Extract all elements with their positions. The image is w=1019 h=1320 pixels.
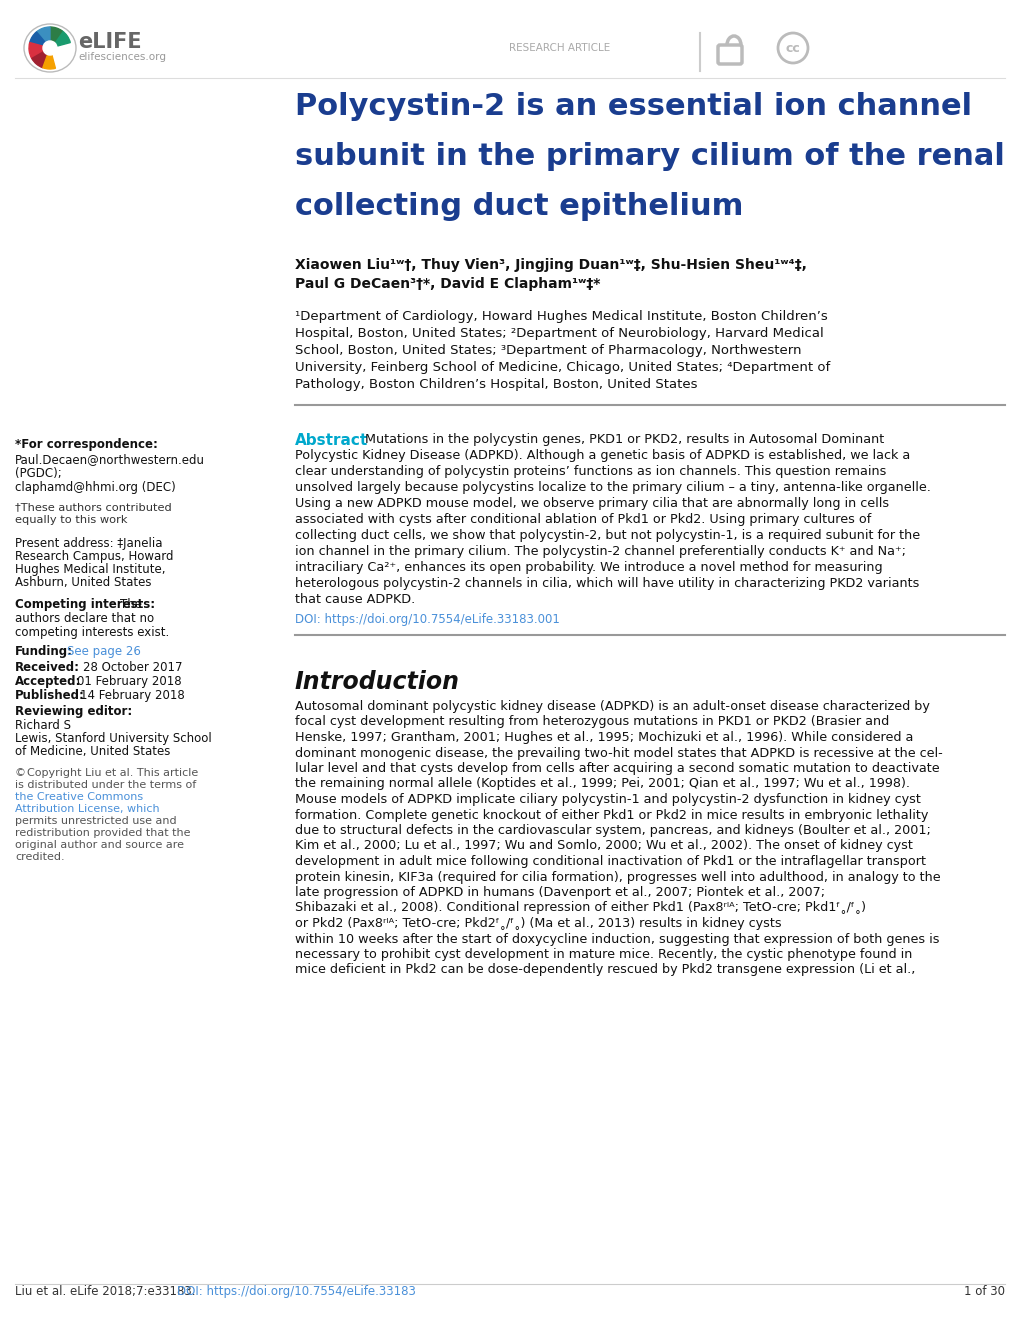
Text: subunit in the primary cilium of the renal: subunit in the primary cilium of the ren… xyxy=(294,143,1004,172)
Text: Competing interests:: Competing interests: xyxy=(15,598,155,611)
Text: clear understanding of polycystin proteins’ functions as ion channels. This ques: clear understanding of polycystin protei… xyxy=(294,465,886,478)
Text: associated with cysts after conditional ablation of Pkd1 or Pkd2. Using primary : associated with cysts after conditional … xyxy=(294,513,870,525)
Text: Shibazaki et al., 2008). Conditional repression of either Pkd1 (Pax8ʳᴵᴬ; TetO-cr: Shibazaki et al., 2008). Conditional rep… xyxy=(294,902,865,915)
Text: Introduction: Introduction xyxy=(294,671,460,694)
Ellipse shape xyxy=(24,24,76,73)
Circle shape xyxy=(43,41,57,55)
Text: Polycystin-2 is an essential ion channel: Polycystin-2 is an essential ion channel xyxy=(294,92,971,121)
Text: ©: © xyxy=(15,768,25,777)
Text: Autosomal dominant polycystic kidney disease (ADPKD) is an adult-onset disease c: Autosomal dominant polycystic kidney dis… xyxy=(294,700,929,713)
Text: Hughes Medical Institute,: Hughes Medical Institute, xyxy=(15,564,165,576)
Text: Present address: ‡Janelia: Present address: ‡Janelia xyxy=(15,537,162,550)
Wedge shape xyxy=(50,26,62,48)
Text: protein kinesin, KIF3a (required for cilia formation), progresses well into adul: protein kinesin, KIF3a (required for cil… xyxy=(294,870,940,883)
Text: necessary to prohibit cyst development in mature mice. Recently, the cystic phen: necessary to prohibit cyst development i… xyxy=(294,948,911,961)
Wedge shape xyxy=(37,26,50,48)
Text: of Medicine, United States: of Medicine, United States xyxy=(15,744,170,758)
Text: Pathology, Boston Children’s Hospital, Boston, United States: Pathology, Boston Children’s Hospital, B… xyxy=(294,378,697,391)
Text: that cause ADPKD.: that cause ADPKD. xyxy=(294,593,415,606)
Text: Kim et al., 2000; Lu et al., 1997; Wu and Somlo, 2000; Wu et al., 2002). The ons: Kim et al., 2000; Lu et al., 1997; Wu an… xyxy=(294,840,912,853)
Text: Copyright Liu et al. This article: Copyright Liu et al. This article xyxy=(26,768,198,777)
Wedge shape xyxy=(29,42,50,58)
Text: equally to this work: equally to this work xyxy=(15,515,127,525)
Text: DOI: https://doi.org/10.7554/eLife.33183.001: DOI: https://doi.org/10.7554/eLife.33183… xyxy=(294,612,559,626)
Text: Lewis, Stanford University School: Lewis, Stanford University School xyxy=(15,733,212,744)
Text: competing interests exist.: competing interests exist. xyxy=(15,626,169,639)
Text: credited.: credited. xyxy=(15,851,64,862)
Text: within 10 weeks after the start of doxycycline induction, suggesting that expres: within 10 weeks after the start of doxyc… xyxy=(294,932,938,945)
Text: Richard S: Richard S xyxy=(15,719,71,733)
Text: due to structural defects in the cardiovascular system, pancreas, and kidneys (B: due to structural defects in the cardiov… xyxy=(294,824,930,837)
Text: collecting duct epithelium: collecting duct epithelium xyxy=(294,191,743,220)
Text: DOI: https://doi.org/10.7554/eLife.33183: DOI: https://doi.org/10.7554/eLife.33183 xyxy=(176,1284,415,1298)
Text: original author and source are: original author and source are xyxy=(15,840,183,850)
Text: Research Campus, Howard: Research Campus, Howard xyxy=(15,550,173,564)
Text: Ashburn, United States: Ashburn, United States xyxy=(15,576,152,589)
Text: Paul.Decaen@northwestern.edu: Paul.Decaen@northwestern.edu xyxy=(15,453,205,466)
Text: (PGDC);: (PGDC); xyxy=(15,467,62,480)
Text: authors declare that no: authors declare that no xyxy=(15,612,154,624)
Text: the remaining normal allele (Koptides et al., 1999; Pei, 2001; Qian et al., 1997: the remaining normal allele (Koptides et… xyxy=(294,777,909,791)
Text: School, Boston, United States; ³Department of Pharmacology, Northwestern: School, Boston, United States; ³Departme… xyxy=(294,345,801,356)
Wedge shape xyxy=(30,32,50,48)
Text: †These authors contributed: †These authors contributed xyxy=(15,502,171,512)
Text: Published:: Published: xyxy=(15,689,85,702)
Text: heterologous polycystin-2 channels in cilia, which will have utility in characte: heterologous polycystin-2 channels in ci… xyxy=(294,577,918,590)
Text: 1 of 30: 1 of 30 xyxy=(963,1284,1004,1298)
Text: Accepted:: Accepted: xyxy=(15,675,82,688)
Text: University, Feinberg School of Medicine, Chicago, United States; ⁴Department of: University, Feinberg School of Medicine,… xyxy=(294,360,829,374)
Wedge shape xyxy=(32,48,50,67)
Wedge shape xyxy=(50,30,70,48)
Text: Polycystic Kidney Disease (ADPKD). Although a genetic basis of ADPKD is establis: Polycystic Kidney Disease (ADPKD). Altho… xyxy=(294,449,909,462)
Text: Hospital, Boston, United States; ²Department of Neurobiology, Harvard Medical: Hospital, Boston, United States; ²Depart… xyxy=(294,327,823,341)
Text: or Pkd2 (Pax8ʳᴵᴬ; TetO-cre; Pkd2ᶠ˳/ᶠ˳) (Ma et al., 2013) results in kidney cysts: or Pkd2 (Pax8ʳᴵᴬ; TetO-cre; Pkd2ᶠ˳/ᶠ˳) (… xyxy=(294,917,781,931)
Text: focal cyst development resulting from heterozygous mutations in PKD1 or PKD2 (Br: focal cyst development resulting from he… xyxy=(294,715,889,729)
Text: Abstract: Abstract xyxy=(294,433,368,447)
Text: Attribution License, which: Attribution License, which xyxy=(15,804,159,814)
Text: Funding:: Funding: xyxy=(15,645,73,657)
Text: elifesciences.org: elifesciences.org xyxy=(77,51,166,62)
Text: cc: cc xyxy=(785,41,800,54)
Text: ¹Department of Cardiology, Howard Hughes Medical Institute, Boston Children’s: ¹Department of Cardiology, Howard Hughes… xyxy=(294,310,827,323)
Text: *For correspondence:: *For correspondence: xyxy=(15,438,158,451)
Text: RESEARCH ARTICLE: RESEARCH ARTICLE xyxy=(508,44,610,53)
Text: Using a new ADPKD mouse model, we observe primary cilia that are abnormally long: Using a new ADPKD mouse model, we observ… xyxy=(294,498,889,510)
Text: See page 26: See page 26 xyxy=(67,645,141,657)
Text: Paul G DeCaen³†*, David E Clapham¹ʷ‡*: Paul G DeCaen³†*, David E Clapham¹ʷ‡* xyxy=(294,277,600,290)
Text: lular level and that cysts develop from cells after acquiring a second somatic m: lular level and that cysts develop from … xyxy=(294,762,938,775)
Text: permits unrestricted use and: permits unrestricted use and xyxy=(15,816,176,826)
Text: unsolved largely because polycystins localize to the primary cilium – a tiny, an: unsolved largely because polycystins loc… xyxy=(294,480,930,494)
Text: 01 February 2018: 01 February 2018 xyxy=(76,675,181,688)
Text: collecting duct cells, we show that polycystin-2, but not polycystin-1, is a req: collecting duct cells, we show that poly… xyxy=(294,529,919,543)
Text: Reviewing editor:: Reviewing editor: xyxy=(15,705,132,718)
Wedge shape xyxy=(43,48,55,69)
Text: redistribution provided that the: redistribution provided that the xyxy=(15,828,191,838)
Text: Mouse models of ADPKD implicate ciliary polycystin-1 and polycystin-2 dysfunctio: Mouse models of ADPKD implicate ciliary … xyxy=(294,793,920,807)
Text: claphamd@hhmi.org (DEC): claphamd@hhmi.org (DEC) xyxy=(15,480,175,494)
Text: development in adult mice following conditional inactivation of Pkd1 or the intr: development in adult mice following cond… xyxy=(294,855,925,869)
Text: late progression of ADPKD in humans (Davenport et al., 2007; Piontek et al., 200: late progression of ADPKD in humans (Dav… xyxy=(294,886,824,899)
Text: Liu et al. eLife 2018;7:e33183.: Liu et al. eLife 2018;7:e33183. xyxy=(15,1284,199,1298)
Text: 14 February 2018: 14 February 2018 xyxy=(79,689,184,702)
Text: is distributed under the terms of: is distributed under the terms of xyxy=(15,780,196,789)
Text: Received:: Received: xyxy=(15,661,79,675)
Text: The: The xyxy=(120,598,142,611)
Text: Xiaowen Liu¹ʷ†, Thuy Vien³, Jingjing Duan¹ʷ‡, Shu-Hsien Sheu¹ʷ⁴‡,: Xiaowen Liu¹ʷ†, Thuy Vien³, Jingjing Dua… xyxy=(294,257,806,272)
Text: Henske, 1997; Grantham, 2001; Hughes et al., 1995; Mochizuki et al., 1996). Whil: Henske, 1997; Grantham, 2001; Hughes et … xyxy=(294,731,912,744)
Text: eLIFE: eLIFE xyxy=(77,32,142,51)
Text: mice deficient in Pkd2 can be dose-dependently rescued by Pkd2 transgene express: mice deficient in Pkd2 can be dose-depen… xyxy=(294,964,914,977)
Text: the Creative Commons: the Creative Commons xyxy=(15,792,143,803)
Text: ion channel in the primary cilium. The polycystin-2 channel preferentially condu: ion channel in the primary cilium. The p… xyxy=(294,545,905,558)
Text: dominant monogenic disease, the prevailing two-hit model states that ADPKD is re: dominant monogenic disease, the prevaili… xyxy=(294,747,942,759)
Text: formation. Complete genetic knockout of either Pkd1 or Pkd2 in mice results in e: formation. Complete genetic knockout of … xyxy=(294,808,927,821)
Text: Mutations in the polycystin genes, PKD1 or PKD2, results in Autosomal Dominant: Mutations in the polycystin genes, PKD1 … xyxy=(365,433,883,446)
Text: 28 October 2017: 28 October 2017 xyxy=(83,661,182,675)
Text: intraciliary Ca²⁺, enhances its open probability. We introduce a novel method fo: intraciliary Ca²⁺, enhances its open pro… xyxy=(294,561,881,574)
